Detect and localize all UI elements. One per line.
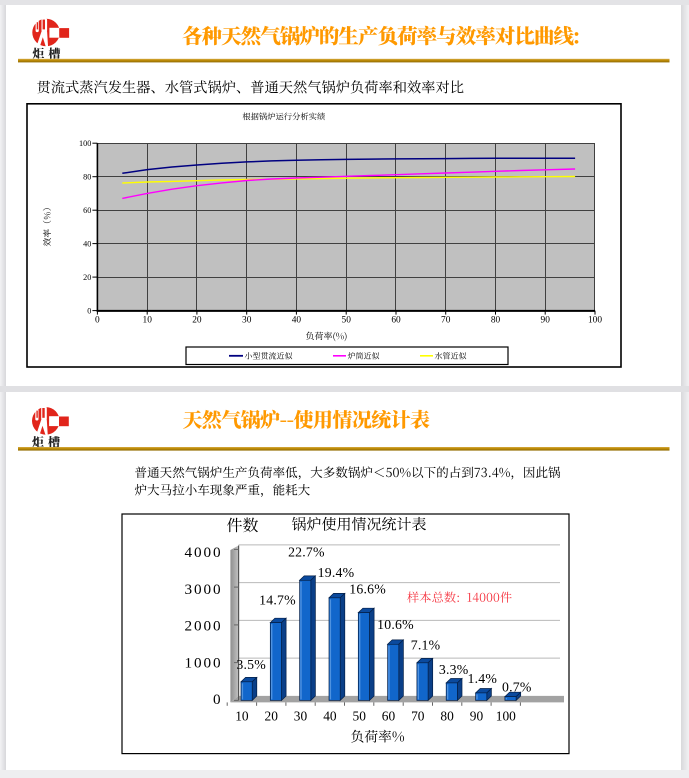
svg-text:40: 40 bbox=[83, 239, 91, 248]
svg-text:14.7%: 14.7% bbox=[259, 592, 296, 607]
svg-text:80: 80 bbox=[83, 173, 91, 182]
svg-text:10: 10 bbox=[235, 709, 249, 724]
svg-text:4000: 4000 bbox=[185, 544, 223, 561]
svg-text:90: 90 bbox=[470, 709, 484, 724]
svg-text:2000: 2000 bbox=[185, 618, 223, 635]
svg-text:1.4%: 1.4% bbox=[468, 671, 498, 686]
svg-text:80: 80 bbox=[491, 316, 501, 326]
svg-text:30: 30 bbox=[294, 709, 308, 724]
svg-text:40: 40 bbox=[292, 316, 302, 326]
svg-text:50: 50 bbox=[353, 709, 367, 724]
svg-text:90: 90 bbox=[541, 316, 551, 326]
svg-text:70: 70 bbox=[411, 709, 425, 724]
svg-text:20: 20 bbox=[83, 273, 91, 282]
svg-text:10: 10 bbox=[143, 316, 153, 326]
svg-text:50: 50 bbox=[342, 316, 352, 326]
svg-text:0: 0 bbox=[213, 691, 223, 708]
svg-text:60: 60 bbox=[83, 206, 91, 215]
svg-text:10.6%: 10.6% bbox=[377, 617, 414, 632]
svg-text:16.6%: 16.6% bbox=[349, 581, 386, 596]
svg-text:60: 60 bbox=[382, 709, 396, 724]
svg-text:40: 40 bbox=[323, 709, 337, 724]
svg-text:3000: 3000 bbox=[185, 581, 223, 598]
svg-text:19.4%: 19.4% bbox=[318, 565, 355, 580]
svg-text:1000: 1000 bbox=[185, 654, 223, 671]
svg-text:20: 20 bbox=[265, 709, 279, 724]
svg-text:3.5%: 3.5% bbox=[236, 657, 266, 672]
svg-text:60: 60 bbox=[391, 316, 401, 326]
svg-text:22.7%: 22.7% bbox=[288, 545, 325, 560]
svg-text:80: 80 bbox=[440, 709, 454, 724]
svg-text:20: 20 bbox=[192, 316, 202, 326]
svg-text:0: 0 bbox=[87, 306, 91, 315]
svg-text:70: 70 bbox=[441, 316, 451, 326]
svg-text:100: 100 bbox=[496, 709, 516, 724]
svg-text:0.7%: 0.7% bbox=[502, 680, 532, 695]
svg-text:100: 100 bbox=[79, 139, 91, 148]
svg-text:0: 0 bbox=[95, 316, 100, 326]
svg-text:7.1%: 7.1% bbox=[411, 637, 441, 652]
svg-text:100: 100 bbox=[588, 316, 602, 326]
svg-text:3.3%: 3.3% bbox=[439, 662, 469, 677]
svg-text:30: 30 bbox=[242, 316, 252, 326]
